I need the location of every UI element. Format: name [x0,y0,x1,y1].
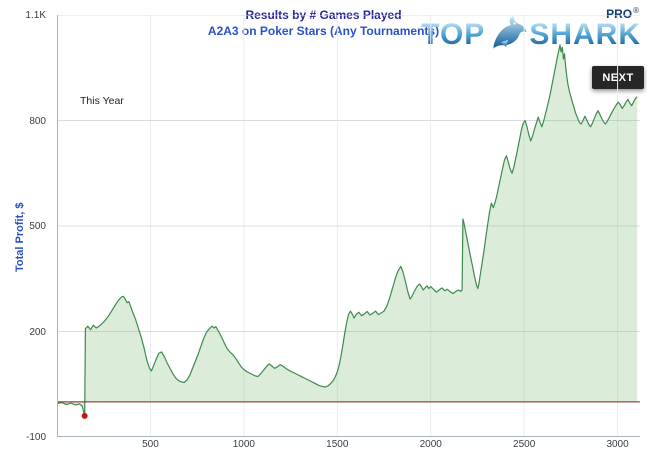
profit-line [56,44,638,417]
logo-word-top: TOP [421,18,486,51]
y-axis-tick-labels: -100 200 500 800 1.1K [0,10,53,447]
y-tick-label: 200 [29,326,46,338]
x-tick-label: 500 [142,439,159,450]
x-tick-label: 2500 [513,439,536,450]
logo-pro-label: PRO® [606,6,639,21]
profit-chart-svg [56,14,640,437]
profit-area [57,44,638,416]
pro-text: PRO [606,7,633,21]
this-year-annotation: This Year [80,95,124,107]
registered-mark: ® [633,6,639,15]
top-shark-logo: PRO® TOP SHARK [421,6,641,64]
logo-row: TOP SHARK [421,6,641,64]
x-tick-label: 2000 [419,439,442,450]
y-tick-label: -100 [25,432,46,443]
x-axis-tick-labels: 500 1000 1500 2000 2500 3000 [57,439,640,453]
x-tick-label: 1500 [326,439,349,450]
plot-area: This Year [56,14,640,437]
y-tick-label: 500 [29,221,46,232]
x-tick-label: 3000 [606,439,629,450]
x-tick-label: 1000 [232,439,255,450]
shark-icon [487,15,527,56]
y-tick-label: 1.1K [25,10,46,21]
logo-word-shark: SHARK [529,18,641,51]
min-point-marker [81,412,88,419]
y-tick-label: 800 [29,115,46,127]
